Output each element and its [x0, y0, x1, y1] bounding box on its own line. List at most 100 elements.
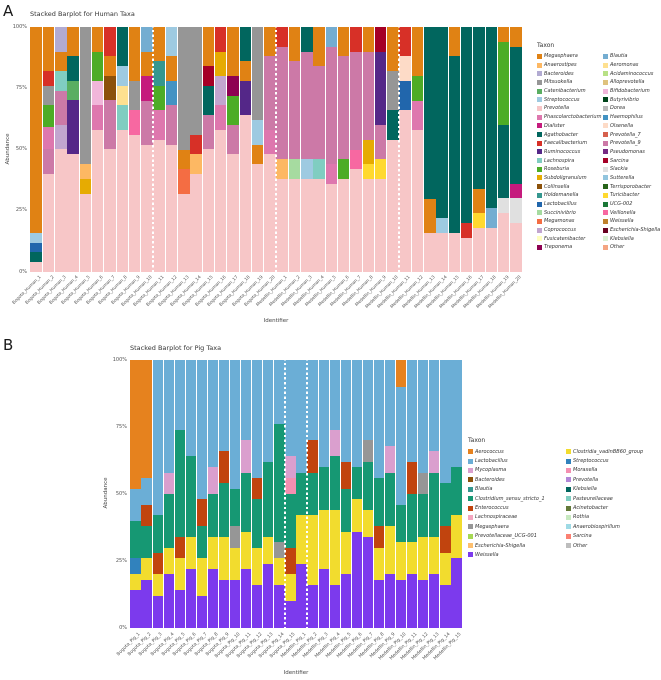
bar-segment: [116, 66, 128, 86]
bar-segment: [325, 46, 338, 165]
bar-segment: [163, 574, 174, 628]
legend-swatch: [468, 533, 473, 539]
legend-swatch: [468, 449, 473, 455]
bar-segment: [396, 504, 407, 543]
legend-swatch: [603, 53, 608, 59]
legend-item: Megasphaera: [537, 52, 597, 61]
bar-segment: [301, 51, 313, 160]
bar-segment: [196, 558, 208, 596]
stacked-bar: [79, 27, 92, 272]
legend-swatch: [566, 458, 571, 464]
legend-item: Aeromonas: [603, 61, 661, 70]
bar-segment: [264, 27, 276, 57]
y-axis-ticks: 0% 25% 50% 75% 100%: [107, 357, 127, 630]
legend-item: Fusicatenibacter: [537, 234, 597, 243]
bar-segment: [460, 27, 473, 223]
bar-segment: [163, 360, 174, 473]
bar-segment: [307, 472, 318, 516]
legend-swatch: [603, 140, 608, 146]
bar-segment: [340, 360, 351, 462]
legend-item: Pasteurellaceae: [566, 494, 658, 503]
bar-segment: [202, 115, 215, 150]
legend-taxon-name: Butyrivibrio: [610, 96, 639, 103]
legend-taxon-name: Prevotella_7: [610, 131, 641, 138]
stacked-bar: [190, 27, 202, 272]
bar-segment: [239, 61, 251, 81]
bar-segment: [448, 56, 461, 233]
bar-segment: [384, 472, 396, 527]
legend-taxon-name: Prevotellaceae_UCG-001: [475, 533, 537, 540]
stacked-bar: [440, 360, 451, 628]
legend-swatch: [537, 79, 542, 85]
bar-segment: [214, 51, 227, 76]
bar-segment: [185, 456, 196, 537]
bar-segment: [79, 27, 92, 165]
stacked-bar: [329, 360, 340, 628]
bar-segment: [42, 85, 55, 106]
bar-segment: [152, 552, 163, 575]
bar-segment: [307, 360, 318, 441]
bar-segment: [251, 120, 264, 145]
group-separator-line: [127, 25, 129, 274]
bar-segment: [276, 46, 288, 160]
bar-segment: [104, 27, 116, 57]
bar-segment: [153, 27, 165, 62]
stacked-bar: [165, 27, 178, 272]
legend-item: Lactobacillus: [468, 456, 560, 465]
bar-segment: [130, 360, 141, 489]
stacked-bar: [384, 360, 396, 628]
legend-taxon-name: Collinsella: [544, 183, 570, 190]
bar-segment: [329, 456, 340, 511]
bar-segment: [104, 56, 116, 76]
bar-segment: [473, 27, 485, 189]
group-separator-line: [395, 358, 397, 630]
legend-taxon-name: Clostridia_vadinBB60_group: [573, 448, 644, 455]
bar-segment: [429, 574, 440, 628]
bar-segment: [399, 80, 411, 111]
legend-taxon-name: Anaerostipes: [544, 62, 577, 69]
bar-segment: [55, 149, 67, 272]
bar-segment: [196, 595, 208, 628]
bar-segment: [387, 139, 399, 272]
bar-segment: [67, 56, 79, 81]
bar-segment: [350, 51, 362, 150]
legend-taxon-name: Treponema: [544, 244, 573, 251]
x-axis-labels: Bogota_Human_1 Bogota_Human_2 Bogota_Human…: [12, 273, 523, 317]
legend-swatch: [537, 123, 542, 129]
legend-item: Olsenella: [603, 122, 661, 131]
legend-item: Lachnospiraceae: [468, 513, 560, 522]
legend-item: Enterococcus: [468, 503, 560, 512]
legend-taxon-name: Succinivibrio: [544, 209, 576, 216]
bar-segment: [152, 595, 163, 628]
legend-item: Mycoplasma: [468, 466, 560, 475]
bar-segment: [263, 360, 274, 462]
stacked-bar: [152, 360, 163, 628]
legend-taxon-name: Weissella: [610, 218, 634, 225]
bar-segment: [274, 542, 285, 559]
legend-taxon-name: Prevotella: [573, 476, 599, 483]
bar-segment: [30, 242, 42, 253]
legend-item: Terrisporobacter: [603, 182, 661, 191]
bar-segment: [473, 188, 485, 214]
bar-segment: [497, 124, 510, 199]
bar-segment: [448, 232, 461, 272]
group-separator-line: [226, 25, 228, 274]
bar-segment: [214, 105, 227, 130]
legend-item: Coprococcus: [537, 226, 597, 235]
group-separator-line: [398, 25, 400, 274]
legend-swatch: [566, 533, 571, 539]
bar-segment: [362, 536, 374, 628]
bar-segment: [411, 27, 424, 76]
bar-segment: [264, 56, 276, 130]
bar-segment: [67, 80, 79, 101]
bar-segment: [296, 515, 307, 564]
bar-segment: [313, 27, 325, 67]
legend-swatch: [537, 114, 542, 120]
legend-item: Slackia: [603, 165, 661, 174]
legend-swatch: [537, 62, 542, 68]
group-separator-line: [152, 25, 154, 274]
bar-segment: [424, 232, 436, 272]
legend-taxon-name: Faecalibacterium: [544, 140, 588, 147]
bar-segment: [141, 504, 152, 527]
bar-segment: [485, 208, 497, 228]
